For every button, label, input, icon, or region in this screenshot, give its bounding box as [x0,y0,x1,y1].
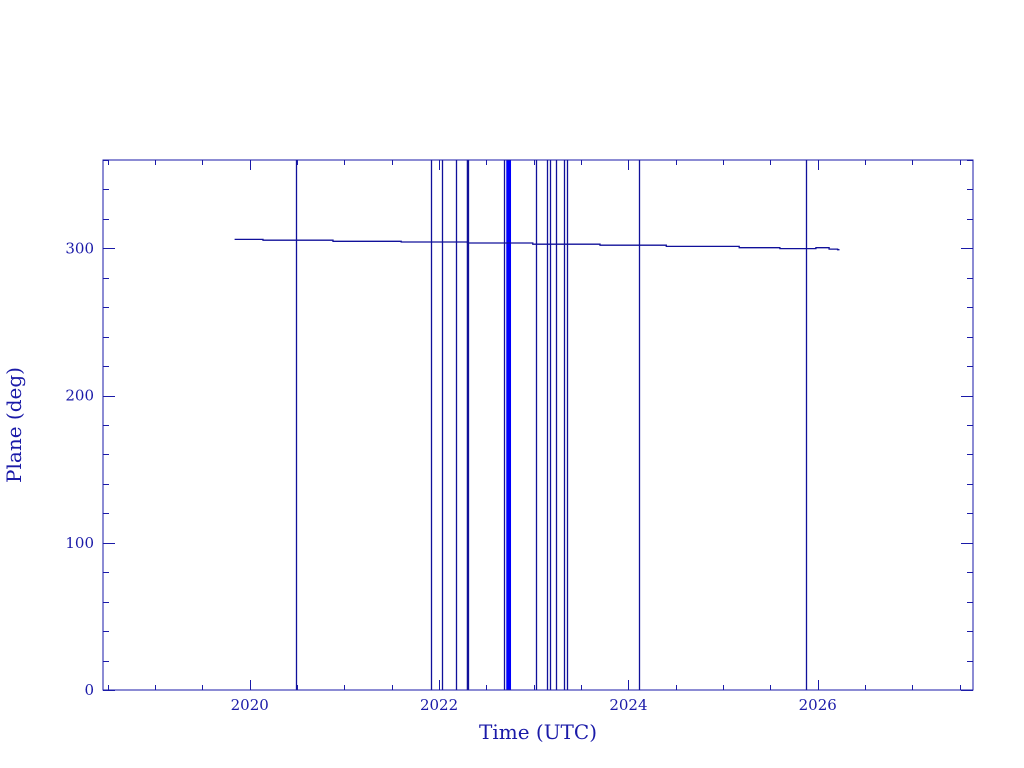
y-tick-label: 0 [84,681,94,699]
y-tick-label: 300 [65,239,94,257]
x-axis-label: Time (UTC) [479,720,597,744]
dense-wrap-band [506,160,512,690]
x-tick-label: 2020 [231,696,269,714]
x-tick-label: 2026 [799,696,837,714]
y-tick-label: 100 [65,534,94,552]
x-tick-label: 2022 [420,696,458,714]
y-axis-label: Plane (deg) [2,367,26,483]
x-tick-label: 2024 [609,696,647,714]
series-line-0 [234,238,840,251]
plot-frame [102,159,974,691]
y-tick-label: 200 [65,387,94,405]
